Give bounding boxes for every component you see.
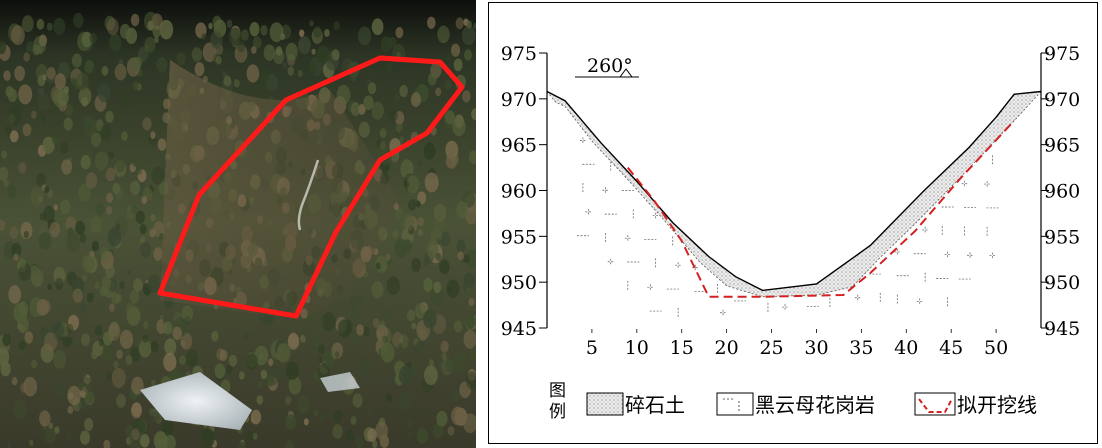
y-tick-label-right: 975 [1044,43,1080,65]
granite-mark [967,252,974,259]
y-tick-label-right: 945 [1044,318,1080,340]
y-tick-label-left: 965 [501,135,537,157]
granite-mark [854,294,861,301]
orientation-label: 260° [587,55,633,77]
ground-surface-line [546,90,1042,292]
legend-swatch-granite [716,392,754,416]
y-tick-label-right: 965 [1044,135,1080,157]
y-tick-label-left: 960 [501,181,537,203]
granite-mark [602,187,609,194]
legend-label-granite: 黑云母花岗岩 [755,393,875,417]
study-area-outline [157,55,465,319]
x-tick-label: 35 [849,337,873,359]
y-tick-label-left: 970 [501,89,537,111]
legend: 图 例 碎石土 黑云母花岗岩 拟开挖线 [549,381,1037,422]
legend-title-top: 图 [549,381,566,401]
granite-mark [922,226,929,233]
planned-excavation-line [627,120,1015,298]
granite-mark [984,181,991,188]
cross-section-chart: 945 945 950 950 955 955 960 960 965 965 970 970 975 9… [501,43,1081,422]
y-tick-label-right: 950 [1044,272,1080,294]
granite-mark [782,304,789,311]
x-tick-label: 40 [894,337,918,359]
y-tick-label-left: 950 [501,272,537,294]
x-tick-label: 5 [586,337,598,359]
legend-title-bottom: 例 [549,402,566,422]
legend-swatch-soil [586,392,624,416]
granite-mark [916,298,923,305]
granite-mark [579,137,586,144]
rock-top-line [546,91,1042,298]
granite-mark [989,252,996,259]
y-tick-label-right: 955 [1044,226,1080,248]
legend-swatch-excavation [914,392,956,416]
x-tick-label: 10 [625,337,649,359]
granite-mark [652,212,659,219]
y-tick-label-right: 970 [1044,89,1080,111]
granite-mark [961,180,968,187]
x-tick-label: 45 [939,337,963,359]
x-tick-label: 50 [984,337,1008,359]
gravel-soil-layer [547,91,1041,297]
granite-mark [647,284,654,291]
legend-label-soil: 碎石土 [625,393,685,417]
granite-mark [675,262,682,269]
y-tick-label-left: 945 [501,318,537,340]
granite-mark [944,251,951,258]
y-tick-label-right: 960 [1044,181,1080,203]
granite-mark [720,309,727,316]
granite-mark [624,235,631,242]
granite-mark [607,258,614,265]
granite-mark [692,264,699,271]
chart-panel: 945 945 950 950 955 955 960 960 965 965 970 970 975 9… [488,2,1098,444]
legend-label-excavation: 拟开挖线 [957,393,1037,417]
y-tick-label-left: 955 [501,226,537,248]
photo-panel [0,0,476,448]
granite-mark [894,248,901,255]
y-tick-label-left: 975 [501,43,537,65]
axis-ticks: 945 945 950 950 955 955 960 960 965 965 970 970 975 9… [501,43,1081,359]
orientation-marker: 260° [575,55,639,78]
granite-marks [576,137,999,318]
granite-mark [585,208,592,215]
x-tick-label: 20 [715,337,739,359]
snow-patch [140,372,252,430]
x-tick-label: 30 [804,337,828,359]
hillside-photo [0,0,476,448]
x-tick-label: 15 [670,337,694,359]
x-tick-label: 25 [759,337,783,359]
